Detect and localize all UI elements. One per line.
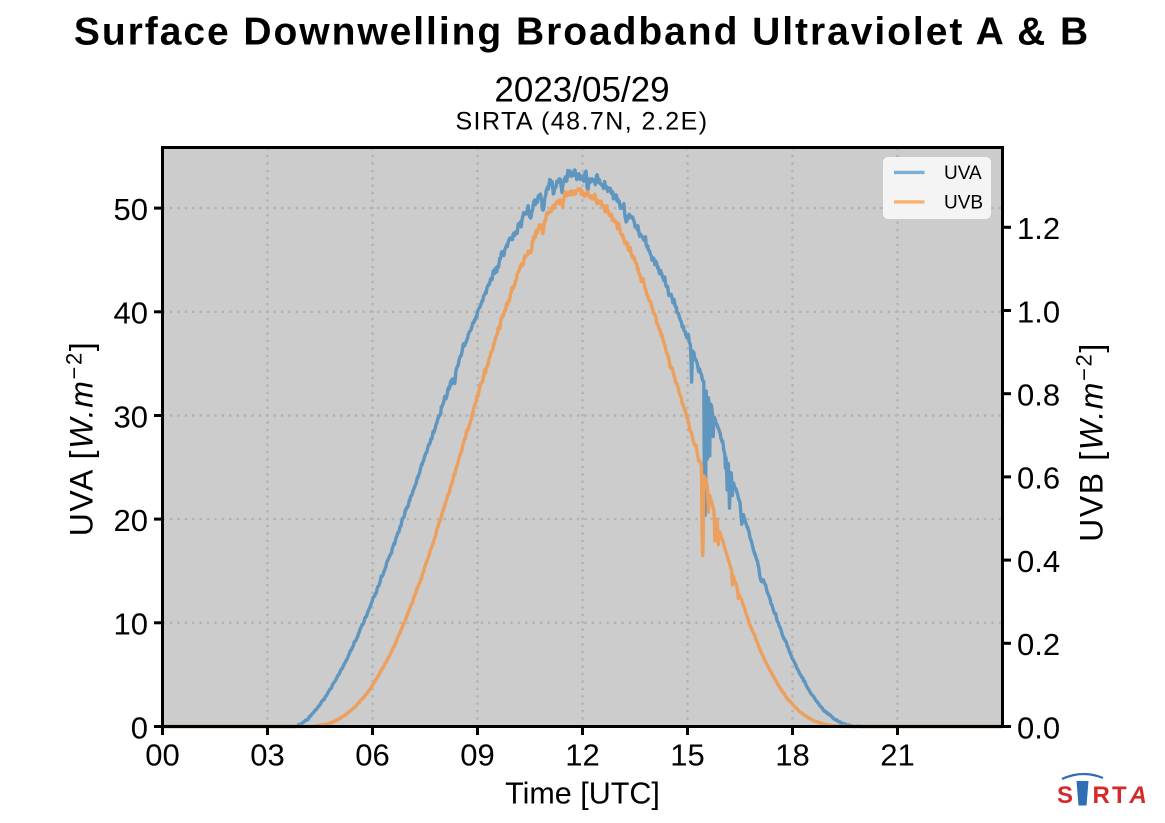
svg-text:18: 18 bbox=[775, 738, 809, 773]
svg-text:Time [UTC]: Time [UTC] bbox=[505, 777, 660, 811]
svg-text:03: 03 bbox=[250, 738, 284, 773]
svg-text:0: 0 bbox=[131, 710, 148, 745]
svg-text:50: 50 bbox=[114, 192, 148, 227]
svg-text:30: 30 bbox=[114, 399, 148, 434]
svg-text:0.8: 0.8 bbox=[1017, 378, 1060, 413]
svg-text:0.4: 0.4 bbox=[1017, 544, 1060, 579]
svg-text:2023/05/29: 2023/05/29 bbox=[494, 71, 669, 110]
svg-text:0.0: 0.0 bbox=[1017, 710, 1060, 745]
svg-text:00: 00 bbox=[145, 738, 179, 773]
svg-text:15: 15 bbox=[670, 738, 704, 773]
svg-text:S: S bbox=[1057, 782, 1073, 809]
svg-text:09: 09 bbox=[460, 738, 494, 773]
svg-text:1.2: 1.2 bbox=[1017, 211, 1060, 246]
svg-text:UVA: UVA bbox=[944, 163, 982, 184]
svg-text:A: A bbox=[1129, 782, 1147, 809]
svg-text:SIRTA (48.7N, 2.2E): SIRTA (48.7N, 2.2E) bbox=[455, 108, 708, 136]
svg-text:R: R bbox=[1093, 782, 1110, 809]
svg-text:10: 10 bbox=[114, 607, 148, 642]
svg-text:40: 40 bbox=[114, 296, 148, 331]
svg-text:UVB: UVB bbox=[944, 193, 983, 214]
svg-text:12: 12 bbox=[565, 738, 599, 773]
svg-text:20: 20 bbox=[114, 503, 148, 538]
svg-text:06: 06 bbox=[355, 738, 389, 773]
svg-text:21: 21 bbox=[880, 738, 914, 773]
svg-text:Surface Downwelling Broadband: Surface Downwelling Broadband Ultraviole… bbox=[74, 11, 1090, 54]
svg-text:0.2: 0.2 bbox=[1017, 627, 1060, 662]
svg-text:1.0: 1.0 bbox=[1017, 294, 1060, 329]
svg-text:T: T bbox=[1112, 782, 1127, 809]
svg-text:0.6: 0.6 bbox=[1017, 461, 1060, 496]
